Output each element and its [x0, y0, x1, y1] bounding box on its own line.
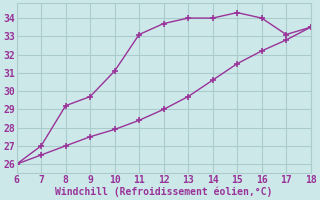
X-axis label: Windchill (Refroidissement éolien,°C): Windchill (Refroidissement éolien,°C): [55, 186, 272, 197]
